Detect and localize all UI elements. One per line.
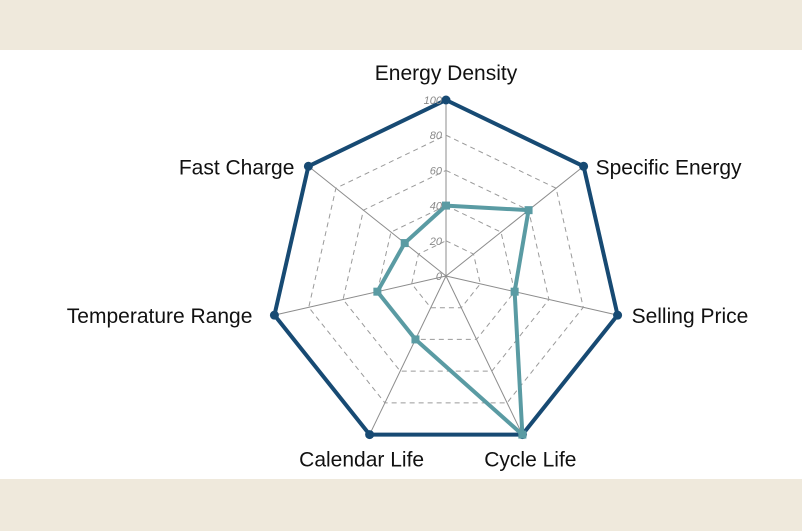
series-2-point-2 — [524, 206, 533, 215]
grid — [274, 100, 618, 435]
axis-label-cycle-life: Cycle Life — [484, 449, 576, 472]
tick-label-80: 80 — [430, 130, 443, 142]
series-1-point-1 — [441, 95, 451, 105]
radial-ticks: 0 20 40 60 80 100 — [424, 95, 443, 283]
series-1-point-5 — [365, 430, 375, 440]
series-2-point-4 — [518, 430, 527, 439]
spoke-6 — [274, 275, 447, 316]
tick-label-60: 60 — [430, 165, 443, 177]
spoke-7 — [308, 165, 447, 277]
series-2-point-3 — [510, 287, 519, 296]
axis-label-selling-price: Selling Price — [632, 305, 749, 328]
axis-label-calendar-life: Calendar Life — [299, 449, 424, 472]
axis-labels: Energy Density Specific Energy Selling Pri… — [67, 62, 749, 472]
tick-label-40: 40 — [430, 201, 443, 213]
spoke-2 — [445, 165, 584, 277]
chart-panel: 0 20 40 60 80 100 Energy Density Specific Ener… — [0, 50, 802, 479]
axis-label-temperature-range: Temperature Range — [67, 305, 253, 328]
series-2-point-1 — [442, 201, 450, 210]
series-1-line — [272, 97, 620, 437]
axis-label-specific-energy: Specific Energy — [596, 156, 742, 179]
spoke-4 — [445, 275, 523, 435]
series-2-point-7 — [400, 239, 409, 248]
spoke-5 — [369, 275, 447, 435]
series-2-point-5 — [411, 335, 420, 344]
spoke-3 — [445, 275, 618, 316]
series-1-point-2 — [579, 161, 589, 171]
axis-label-fast-charge: Fast Charge — [179, 156, 295, 179]
series-2-point-6 — [373, 287, 382, 296]
tick-label-100: 100 — [424, 95, 443, 107]
grid-ring-80 — [308, 134, 584, 404]
series-1-point-3 — [613, 310, 623, 320]
series-1-point-6 — [269, 310, 279, 320]
radar-chart: 0 20 40 60 80 100 Energy Density Specific Ener… — [67, 62, 749, 472]
grid-ring-60 — [342, 169, 550, 372]
series-2-line — [374, 203, 531, 440]
series — [269, 95, 623, 440]
series-1-point-7 — [303, 161, 313, 171]
axis-label-energy-density: Energy Density — [375, 62, 518, 85]
tick-label-0: 0 — [436, 271, 443, 283]
tick-label-20: 20 — [429, 236, 443, 248]
